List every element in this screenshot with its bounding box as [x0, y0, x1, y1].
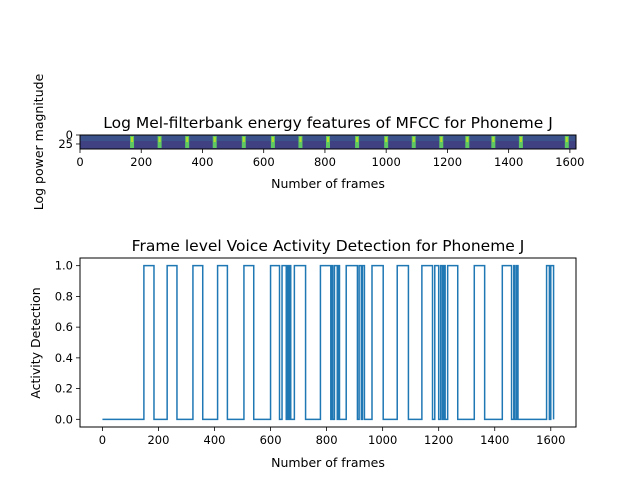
- spectrogram-burst-peak: [385, 137, 388, 142]
- spectrogram-burst-peak: [327, 137, 329, 142]
- vad-x-tick-label: 0: [99, 433, 106, 447]
- spectrogram-x-tick-label: 1600: [555, 155, 584, 169]
- spectrogram-x-tick-label: 1200: [433, 155, 462, 169]
- vad-x-tick-label: 200: [147, 433, 169, 447]
- spectrogram-burst-peak: [242, 137, 245, 142]
- vad-x-ticks: 0 200 400 600 800 1000 1200 1400 1600: [99, 427, 565, 447]
- spectrogram-x-tick-label: 1400: [494, 155, 523, 169]
- spectrogram-x-tick-label: 800: [314, 155, 336, 169]
- vad-y-ticks: 0.0 0.2 0.4 0.6 0.8 1.0: [55, 259, 80, 426]
- vad-y-tick-label: 0.6: [55, 320, 73, 334]
- spectrogram-x-tick-label: 400: [191, 155, 213, 169]
- vad-title: Frame level Voice Activity Detection for…: [132, 237, 525, 255]
- vad-x-tick-label: 1000: [368, 433, 397, 447]
- spectrogram-title: Log Mel-filterbank energy features of MF…: [103, 114, 553, 132]
- spectrogram-image: [80, 135, 576, 149]
- spectrogram-y-ticks: 025: [58, 128, 80, 151]
- vad-y-tick-label: 0.2: [55, 382, 73, 396]
- vad-plot-area: [102, 264, 555, 421]
- spectrogram-burst-peak: [186, 137, 189, 142]
- spectrogram-burst-peak: [158, 137, 161, 142]
- vad-series-line: [102, 264, 555, 421]
- spectrogram-axes-frame: [79, 134, 577, 150]
- spectrogram-burst-peak: [440, 137, 443, 142]
- spectrogram-burst-peak: [466, 137, 469, 142]
- vad-y-tick-label: 0.4: [55, 351, 73, 365]
- spectrogram-burst-peak: [271, 137, 274, 142]
- vad-y-label: Activity Detection: [28, 287, 43, 398]
- vad-x-tick-label: 1400: [480, 433, 509, 447]
- vad-y-tick-label: 0.8: [55, 289, 73, 303]
- spectrogram-burst-peak: [131, 137, 134, 142]
- spectrogram-chart: Log Mel-filterbank energy features of MF…: [31, 73, 585, 210]
- spectrogram-x-tick-label: 600: [253, 155, 275, 169]
- spectrogram-burst-peak: [519, 137, 522, 142]
- spectrogram-x-label: Number of frames: [271, 176, 385, 191]
- spectrogram-burst-peak: [492, 137, 495, 142]
- spectrogram-burst-peak: [213, 137, 216, 142]
- spectrogram-burst-peak: [299, 137, 302, 142]
- vad-axes-frame: [79, 257, 577, 428]
- vad-x-tick-label: 1200: [424, 433, 453, 447]
- spectrogram-y-tick-label: 25: [58, 137, 73, 151]
- vad-chart: Frame level Voice Activity Detection for…: [28, 237, 577, 470]
- vad-x-tick-label: 800: [316, 433, 338, 447]
- spectrogram-burst-peak: [565, 137, 568, 142]
- spectrogram-y-tick-label: 0: [66, 128, 73, 142]
- spectrogram-x-tick-label: 0: [76, 155, 83, 169]
- spectrogram-burst-peak: [356, 137, 359, 142]
- spectrogram-burst-peak: [412, 137, 415, 142]
- vad-x-tick-label: 400: [204, 433, 226, 447]
- vad-x-label: Number of frames: [271, 455, 385, 470]
- spectrogram-x-tick-label: 1000: [372, 155, 401, 169]
- vad-x-tick-label: 1600: [536, 433, 565, 447]
- vad-x-tick-label: 600: [260, 433, 282, 447]
- spectrogram-x-ticks: 0 200 400 600 800 1000 1200 1400 1600: [76, 149, 585, 169]
- vad-y-tick-label: 0.0: [55, 412, 73, 426]
- spectrogram-x-tick-label: 200: [130, 155, 152, 169]
- vad-y-tick-label: 1.0: [55, 259, 73, 273]
- spectrogram-y-label: Log power magnitude: [31, 73, 46, 210]
